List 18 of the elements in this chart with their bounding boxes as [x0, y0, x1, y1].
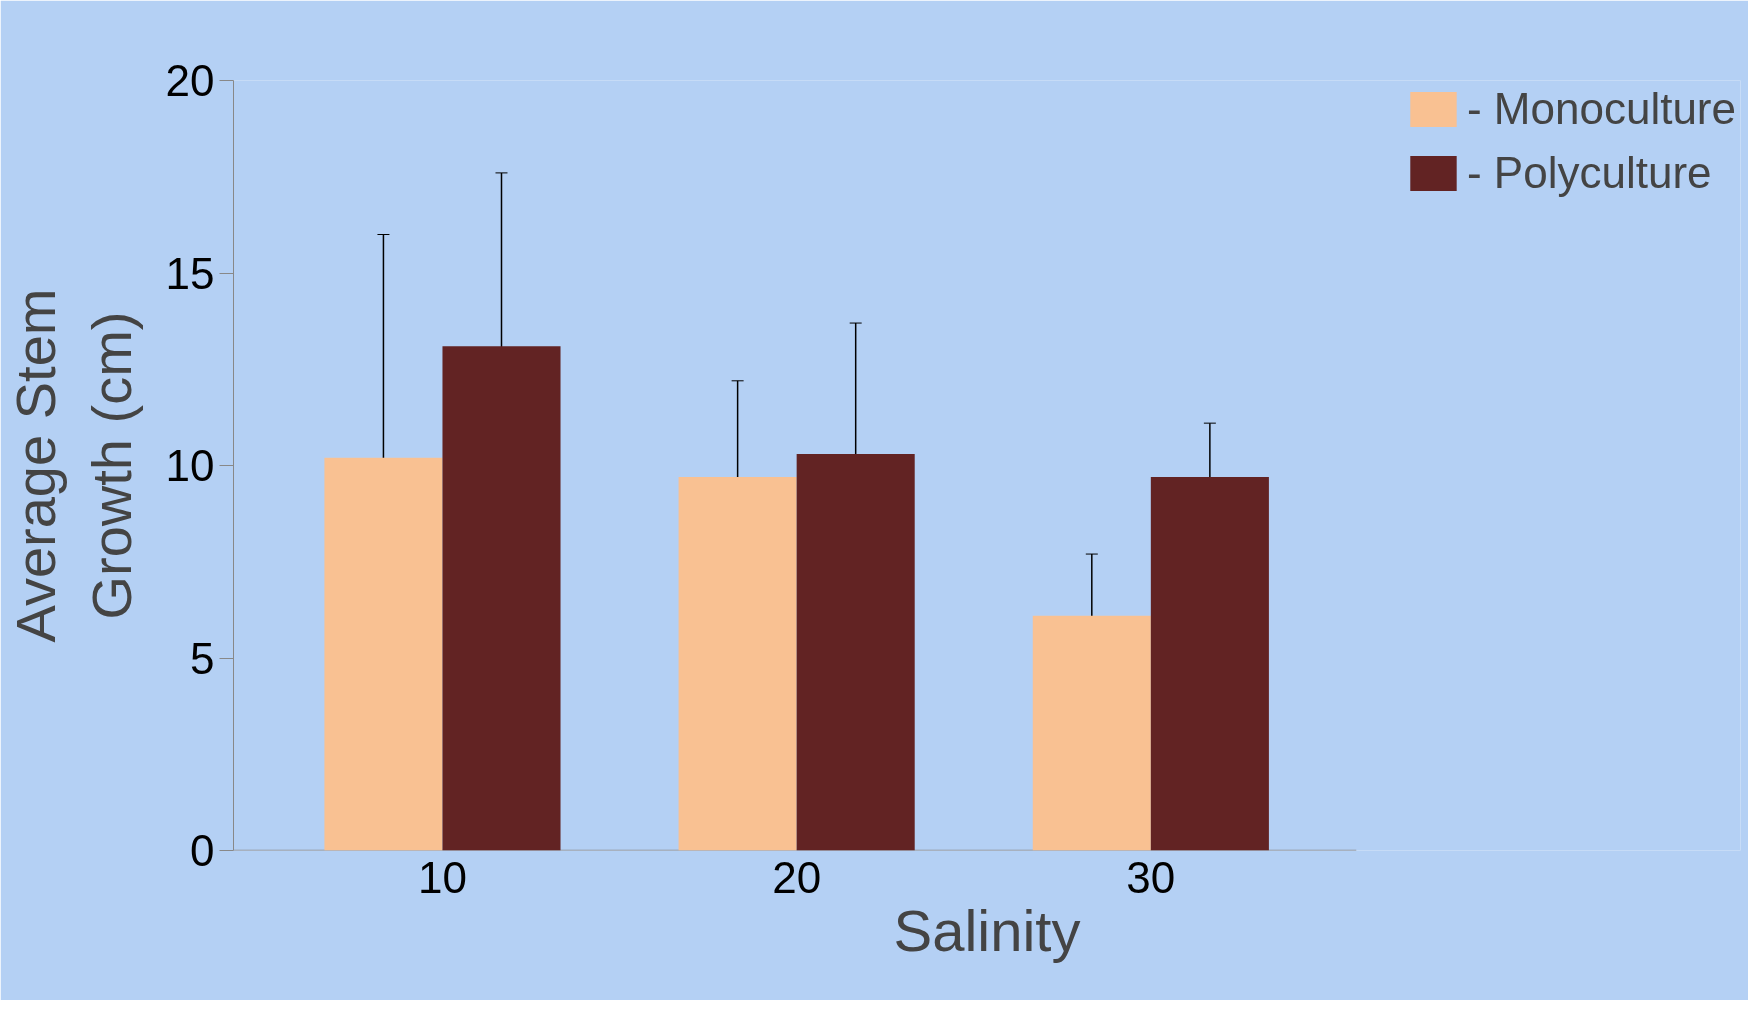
- y-tick-label: 20: [165, 56, 215, 105]
- bar: [796, 453, 915, 851]
- y-tick-label: 15: [165, 248, 215, 298]
- bar: [442, 346, 561, 851]
- x-tick-label: 10: [418, 852, 467, 902]
- y-axis-title: Average Stem Growth (cm): [3, 288, 143, 643]
- x-axis-title: Salinity: [893, 897, 1081, 963]
- bar: [678, 477, 797, 851]
- x-tick-label: 30: [1126, 852, 1176, 902]
- y-tick-label: 0: [190, 826, 215, 875]
- y-tick-label: 10: [165, 441, 215, 490]
- x-tick-label: 20: [772, 852, 822, 902]
- legend-label: - Monoculture: [1466, 84, 1736, 134]
- bar: [324, 457, 443, 851]
- bar: [1032, 615, 1151, 851]
- legend-label: - Polyculture: [1466, 148, 1712, 198]
- bar: [1150, 477, 1269, 851]
- y-tick-label: 5: [190, 633, 215, 683]
